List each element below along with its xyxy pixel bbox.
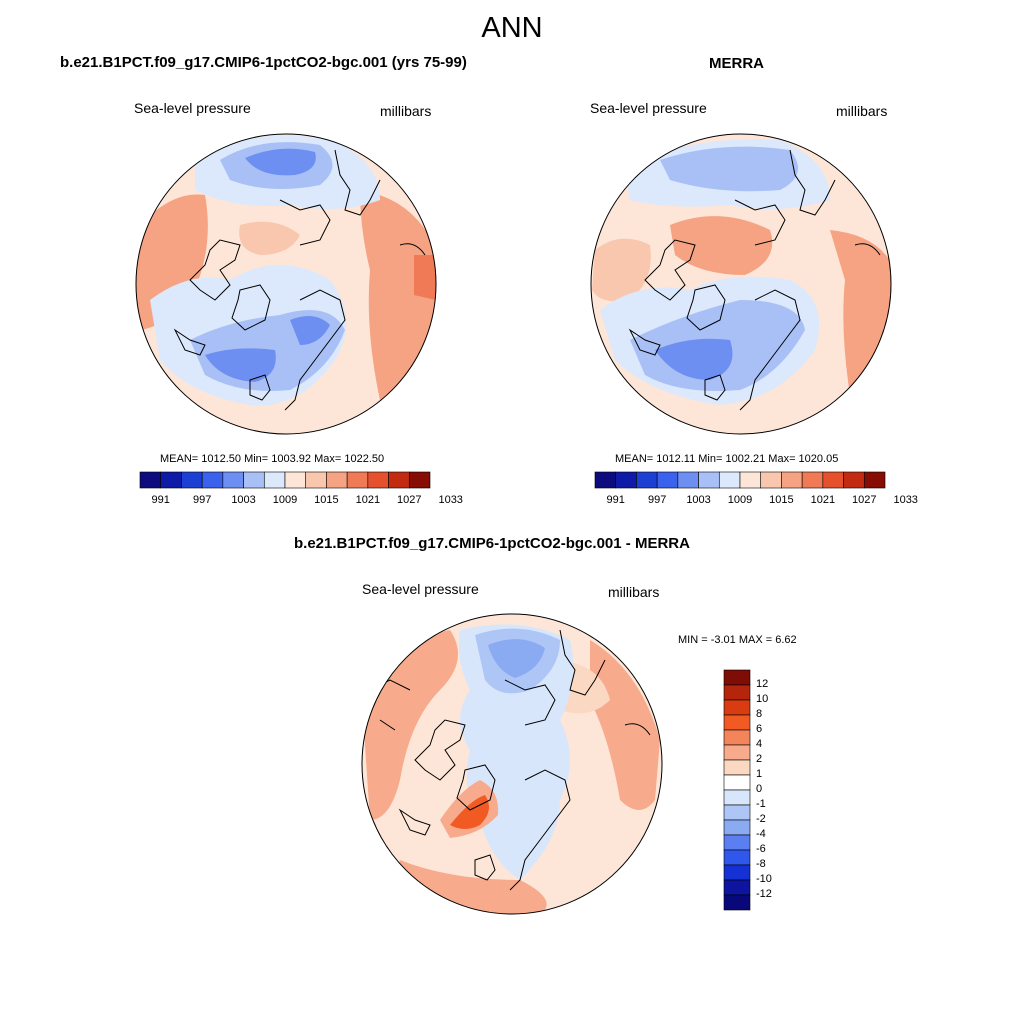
model-colorbar-tick-label: 1033 xyxy=(438,494,463,506)
diff-colorbar-ticks: 12 10 8 6 4 2 1 0 -1 -2 -4 -6 -8 -10 -12 xyxy=(756,670,796,910)
obs-low-atlantic-core xyxy=(655,338,733,380)
diff-colorbar-swatch xyxy=(723,759,751,776)
obs-panel-title: MERRA xyxy=(709,55,764,72)
model-high-north xyxy=(239,221,300,255)
diff-colorbar-tick-label: -10 xyxy=(756,873,772,885)
diff-colorbar-swatch xyxy=(723,804,751,821)
diff-colorbar-swatch xyxy=(723,819,751,836)
diff-colorbar-swatch xyxy=(723,714,751,731)
model-stats: MEAN= 1012.50 Min= 1003.92 Max= 1022.50 xyxy=(160,453,385,465)
obs-variable-label: Sea-level pressure xyxy=(590,100,707,116)
model-colorbar-tick-label: 1027 xyxy=(397,494,422,506)
diff-colorbar-swatch xyxy=(723,834,751,851)
diff-coast-line xyxy=(369,629,651,891)
obs-colorbar-tick-label: 1009 xyxy=(727,494,753,506)
diff-colorbar-swatch xyxy=(723,894,751,911)
diff-colorbar-tick-label: -12 xyxy=(756,888,772,900)
model-colorbar xyxy=(139,471,431,489)
diff-colorbar-tick-label: 6 xyxy=(756,723,763,735)
obs-units-label: millibars xyxy=(836,103,888,119)
obs-colorbar-tick-label: 997 xyxy=(647,494,667,506)
diff-colorbar-tick-label: 8 xyxy=(756,708,763,720)
obs-coast-line xyxy=(628,149,881,411)
model-low-pacific-center xyxy=(245,148,316,176)
diff-colorbar-swatch xyxy=(723,789,751,806)
obs-colorbar xyxy=(594,471,886,489)
model-colorbar-tick-label: 991 xyxy=(151,494,170,506)
model-colorbar-tick-label: 997 xyxy=(192,494,212,506)
diff-map-border xyxy=(361,613,663,915)
diff-panel-title: b.e21.B1PCT.f09_g17.CMIP6-1pctCO2-bgc.00… xyxy=(294,535,690,552)
model-variable-label: Sea-level pressure xyxy=(134,100,251,116)
diff-colorbar-swatch xyxy=(723,729,751,746)
diff-colorbar-tick-label: 10 xyxy=(756,693,769,705)
obs-colorbar-swatch xyxy=(863,471,886,489)
obs-low-pacific-core xyxy=(660,146,798,192)
diff-colorbar-swatch xyxy=(723,669,751,686)
diff-colorbar-tick-label: -6 xyxy=(756,843,766,855)
diff-colorbar-tick-label: 1 xyxy=(756,768,763,780)
model-units-label: millibars xyxy=(380,103,432,119)
model-map-border xyxy=(135,133,437,435)
model-panel-title: b.e21.B1PCT.f09_g17.CMIP6-1pctCO2-bgc.00… xyxy=(60,54,467,71)
diff-neg-pacific-core xyxy=(488,639,545,678)
model-colorbar-tick-label: 1021 xyxy=(355,494,381,506)
diff-variable-label: Sea-level pressure xyxy=(362,581,479,597)
obs-map-border xyxy=(590,133,892,435)
model-colorbar-tick-label: 1009 xyxy=(272,494,298,506)
diff-colorbar-swatch xyxy=(723,879,751,896)
model-low-atlantic-core xyxy=(205,348,276,382)
obs-colorbar-tick-label: 1033 xyxy=(893,494,918,506)
diff-colorbar-swatch xyxy=(723,774,751,791)
diff-colorbar-tick-label: -1 xyxy=(756,798,766,810)
obs-high-west xyxy=(592,238,651,302)
diff-stats: MIN = -3.01 MAX = 6.62 xyxy=(678,634,797,646)
diff-colorbar-tick-label: -8 xyxy=(756,858,766,870)
diff-units-label: millibars xyxy=(608,584,660,600)
model-high-east xyxy=(360,190,436,400)
obs-colorbar-tick-label: 1003 xyxy=(686,494,711,506)
diff-colorbar-tick-label: -4 xyxy=(756,828,766,840)
obs-colorbar-tick-label: 1021 xyxy=(810,494,836,506)
diff-colorbar xyxy=(723,669,751,911)
model-coast-line xyxy=(173,149,426,411)
obs-colorbar-tick-label: 1015 xyxy=(769,494,794,506)
model-colorbar-swatch xyxy=(408,471,431,489)
model-high-east-core xyxy=(414,255,436,300)
model-colorbar-ticks: 991 997 1003 1009 1015 1021 1027 1033 xyxy=(140,494,463,508)
diff-pos-greenland-core xyxy=(450,795,489,829)
model-colorbar-tick-label: 1015 xyxy=(314,494,339,506)
diff-colorbar-tick-label: 0 xyxy=(756,783,763,795)
model-colorbar-tick-label: 1003 xyxy=(231,494,256,506)
obs-stats: MEAN= 1012.11 Min= 1002.21 Max= 1020.05 xyxy=(615,453,839,465)
diff-colorbar-swatch xyxy=(723,684,751,701)
diff-colorbar-tick-label: -2 xyxy=(756,813,766,825)
obs-high-north xyxy=(670,216,773,275)
figure-title: ANN xyxy=(481,12,543,44)
diff-colorbar-tick-label: 4 xyxy=(756,738,763,750)
diff-colorbar-swatch xyxy=(723,744,751,761)
diff-colorbar-swatch xyxy=(723,699,751,716)
diff-colorbar-tick-label: 2 xyxy=(756,753,763,765)
diff-colorbar-swatch xyxy=(723,864,751,881)
obs-colorbar-ticks: 991 997 1003 1009 1015 1021 1027 1033 xyxy=(595,494,918,508)
diff-colorbar-tick-label: 12 xyxy=(756,678,769,690)
obs-colorbar-tick-label: 1027 xyxy=(852,494,877,506)
model-low-atlantic-core2 xyxy=(290,316,330,345)
obs-colorbar-tick-label: 991 xyxy=(606,494,625,506)
diff-colorbar-swatch xyxy=(723,849,751,866)
